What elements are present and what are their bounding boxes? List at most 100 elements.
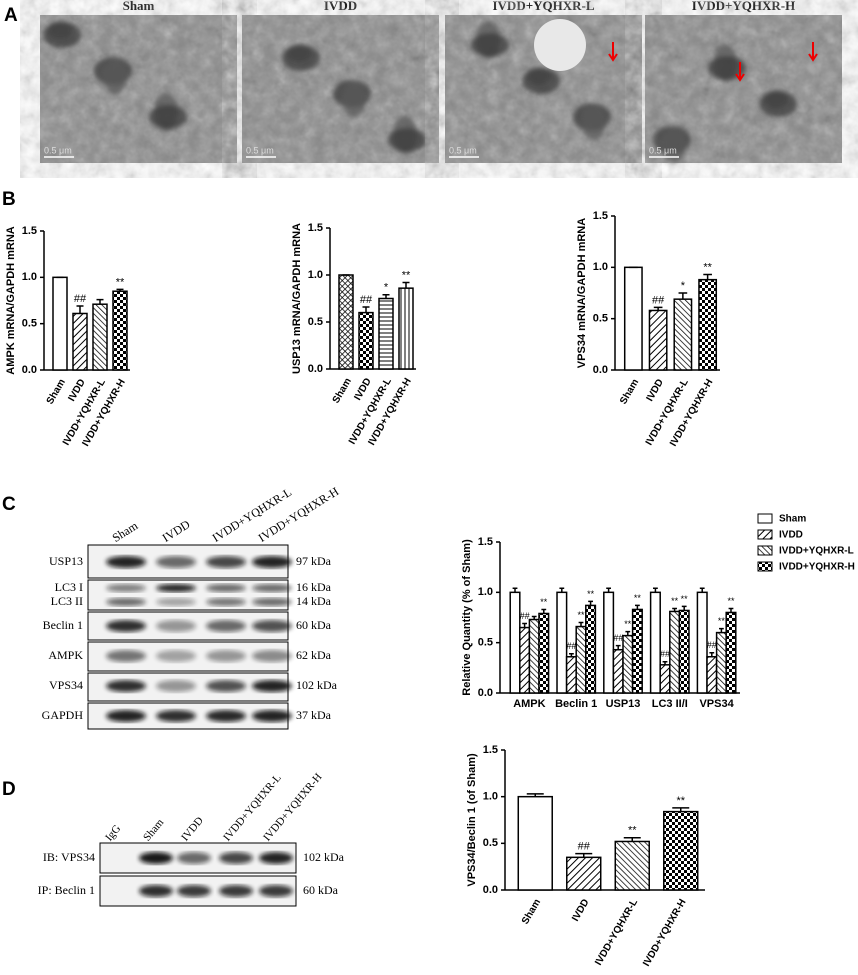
blot-band (206, 680, 246, 692)
y-tick-label: 0.5 (593, 313, 608, 325)
bar (538, 612, 550, 694)
bar (528, 618, 540, 694)
blot-band (106, 556, 146, 568)
blot-band (206, 598, 246, 606)
blot-row-label: VPS34 (49, 678, 83, 692)
x-tick-label: Beclin 1 (555, 698, 597, 710)
blot-band (106, 598, 146, 606)
blot-band (156, 556, 196, 568)
bar (649, 591, 661, 694)
significance-label: * (681, 280, 686, 292)
error-bar (699, 587, 705, 593)
scale-bar-label: 0.5 μm (449, 145, 477, 155)
y-axis-label: Relative Quantity (% of Sham) (461, 539, 473, 696)
error-bar (662, 661, 668, 665)
blot-band (252, 598, 292, 606)
lane-label: Sham (141, 816, 167, 843)
y-axis-label: AMPK mRNA/GAPDH mRNA (5, 226, 17, 375)
x-tick-label: IVDD (570, 897, 591, 923)
legend-swatch (757, 513, 773, 524)
error-bar (382, 293, 390, 299)
y-tick-label: 1.0 (22, 271, 37, 283)
bar (725, 611, 737, 694)
blot-kda-label: 37 kDa (296, 708, 332, 722)
micrograph-title: IVDD+YQHXR-L (492, 0, 594, 13)
panel-label: D (2, 779, 16, 800)
bar (603, 591, 615, 694)
blot-band (252, 620, 292, 632)
bar (72, 312, 88, 371)
micrograph-features (471, 21, 611, 140)
blot-band (139, 852, 173, 864)
y-tick-label: 0.5 (483, 837, 498, 849)
bar (669, 610, 681, 694)
bar (678, 609, 690, 694)
blot-band (177, 852, 211, 864)
organelle (43, 22, 81, 48)
y-tick-label: 0.0 (308, 363, 323, 375)
error-bar (703, 273, 712, 280)
blot-kda-label: 14 kDa (296, 594, 332, 608)
error-bar (678, 292, 688, 300)
y-tick-label: 0.5 (308, 316, 323, 328)
panel-label: C (2, 494, 16, 515)
x-tick-label: Sham (520, 897, 543, 926)
significance-label: ## (578, 841, 591, 853)
blot-band (106, 680, 146, 692)
micrograph-features (282, 44, 426, 154)
blot-band (139, 885, 173, 897)
error-bar (541, 608, 547, 614)
blot-band (259, 852, 293, 864)
blot-kda-label: 60 kDa (296, 618, 332, 632)
bar (378, 297, 394, 370)
x-tick-label: Sham (45, 377, 68, 406)
organelle (388, 128, 426, 152)
scale-bar-label: 0.5 μm (44, 145, 72, 155)
bar (338, 274, 354, 370)
lane-label: IVDD (179, 815, 206, 844)
significance-label: ## (74, 293, 87, 305)
blot-row-label: Beclin 1 (43, 618, 83, 632)
significance-label: ## (707, 640, 717, 650)
significance-label: ** (634, 593, 642, 603)
error-bar (653, 306, 663, 311)
x-tick-label: IVDD (645, 377, 666, 403)
x-tick-label: Sham (331, 376, 354, 405)
legend-label: IVDD+YQHXR-H (779, 562, 855, 573)
lane-label: IVDD+YQHXR-H (256, 484, 342, 545)
x-tick-label: Sham (618, 377, 641, 406)
organelle (471, 33, 509, 57)
blot-row-label: IB: VPS34 (43, 850, 95, 864)
legend-swatch (757, 561, 773, 572)
y-axis-label: USP13 mRNA/GAPDH mRNA (291, 223, 303, 374)
significance-label: ## (360, 294, 373, 306)
blot-band (206, 556, 246, 568)
significance-label: ** (624, 619, 632, 629)
blot-band (106, 650, 146, 662)
significance-label: * (384, 282, 389, 294)
bar (52, 276, 68, 371)
blot-band (177, 885, 211, 897)
significance-label: ** (671, 596, 679, 606)
significance-label: ** (116, 276, 125, 288)
significance-label: ** (577, 610, 585, 620)
vacuole (534, 19, 586, 71)
y-tick-label: 0.0 (483, 884, 498, 896)
error-bar (575, 852, 593, 858)
legend-swatch (757, 545, 773, 556)
y-tick-label: 0.0 (478, 687, 493, 699)
error-bar (681, 605, 687, 611)
error-bar (672, 607, 677, 612)
blot-row-label: USP13 (49, 554, 83, 568)
error-bar (569, 652, 574, 657)
bar (706, 656, 718, 694)
blot-kda-label: 102 kDa (296, 678, 338, 692)
blot-kda-label: 16 kDa (296, 580, 332, 594)
blot-band (252, 650, 292, 662)
lane-label: Sham (110, 518, 141, 545)
blot-row-label: LC3 I (55, 580, 83, 594)
error-bar (96, 298, 104, 305)
y-tick-label: 0.5 (478, 637, 493, 649)
y-axis-label: VPS34 mRNA/GAPDH mRNA (576, 218, 588, 368)
blot-band (252, 710, 292, 722)
